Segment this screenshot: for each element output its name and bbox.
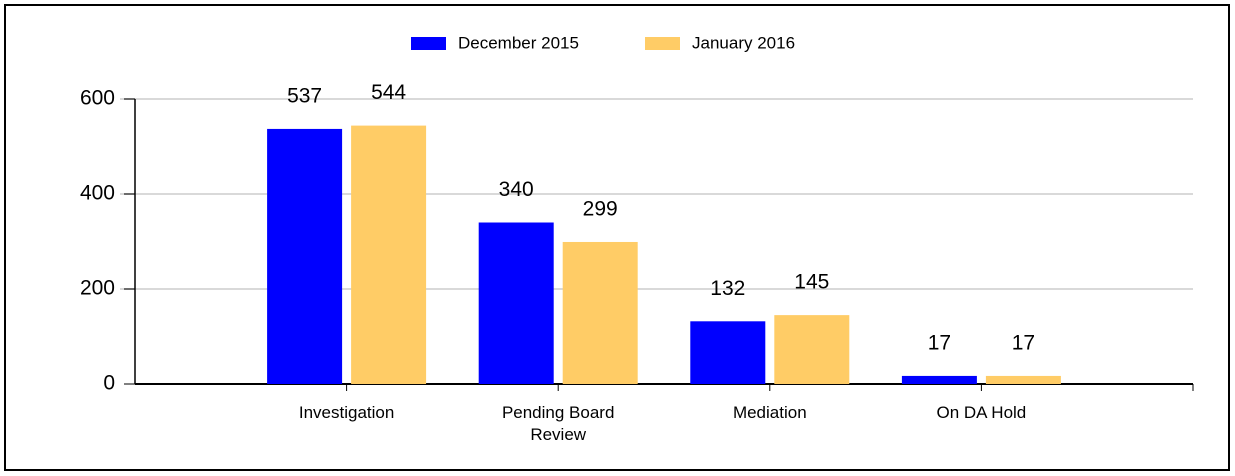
value-label: 537 <box>287 84 322 107</box>
value-label: 544 <box>371 81 406 104</box>
bar <box>478 222 554 384</box>
bar <box>901 375 977 384</box>
bar <box>562 241 638 384</box>
y-tick-label: 0 <box>103 372 115 395</box>
bar <box>267 128 343 384</box>
value-label: 145 <box>794 271 829 294</box>
x-tick-label: On DA Hold <box>936 403 1027 422</box>
x-tick-label: Pending Board Review <box>501 403 615 444</box>
value-label: 132 <box>710 277 745 300</box>
bar <box>351 125 427 384</box>
bar <box>985 375 1061 384</box>
legend-swatch <box>411 37 446 50</box>
value-label: 299 <box>583 198 618 221</box>
legend-swatch <box>645 37 680 50</box>
legend-label: January 2016 <box>692 33 795 52</box>
value-label: 340 <box>499 178 534 201</box>
x-tick-label: Mediation <box>732 403 807 422</box>
value-label: 17 <box>1012 331 1035 354</box>
x-tick-label: Investigation <box>298 403 395 422</box>
y-tick-label: 600 <box>80 87 115 110</box>
legend-label: December 2015 <box>458 33 579 52</box>
value-label: 17 <box>928 331 951 354</box>
y-tick-label: 200 <box>80 277 115 300</box>
bar <box>690 321 766 384</box>
chart-border <box>4 4 1230 471</box>
bar <box>774 315 850 384</box>
y-tick-label: 400 <box>80 182 115 205</box>
